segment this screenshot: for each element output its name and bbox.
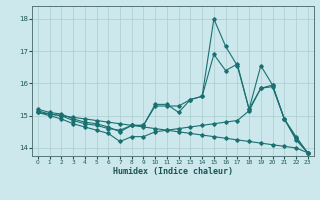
X-axis label: Humidex (Indice chaleur): Humidex (Indice chaleur) [113,167,233,176]
